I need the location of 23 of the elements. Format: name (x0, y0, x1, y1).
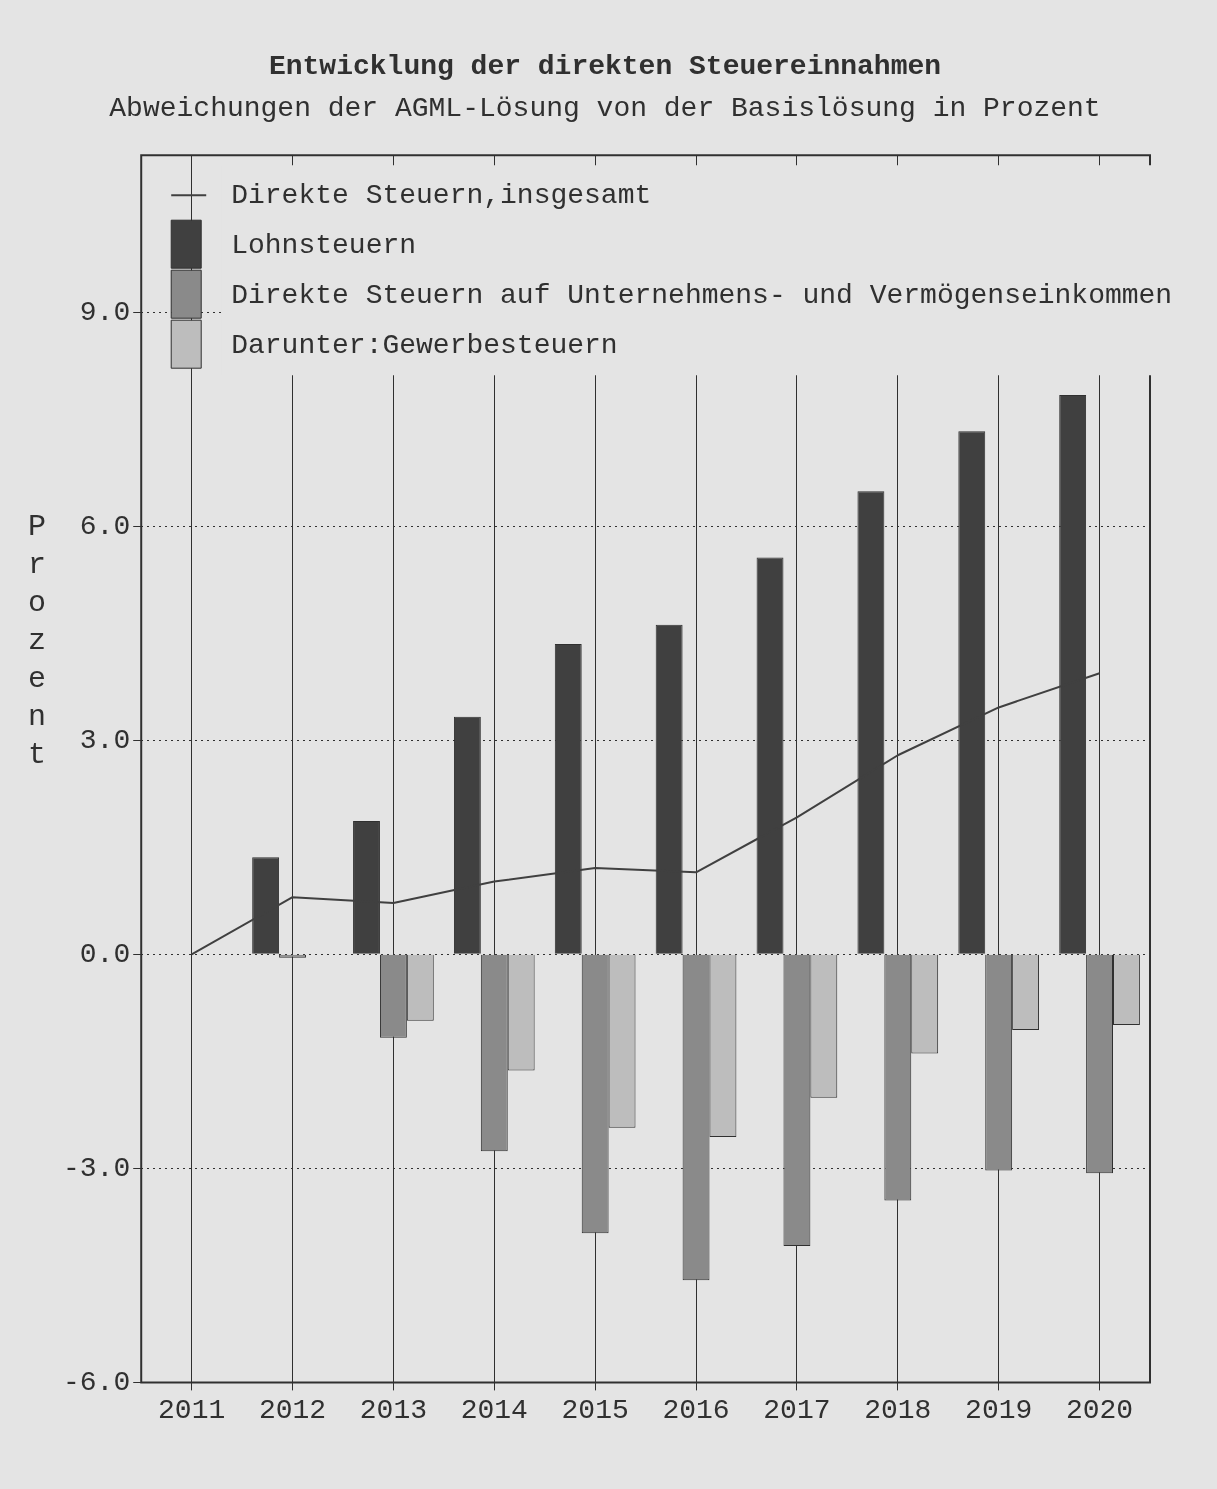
x-tick-label: 2019 (965, 1394, 1033, 1426)
chart-title: Entwicklung der direkten Steuereinnahmen (268, 50, 942, 82)
legend-label: Lohnsteuern (231, 229, 417, 261)
x-tick-label: 2016 (662, 1394, 730, 1426)
x-tick-label: 2017 (763, 1394, 831, 1426)
x-tick-label: 2013 (359, 1394, 428, 1426)
x-tick-label: 2012 (258, 1394, 327, 1426)
x-tick-label: 2018 (864, 1394, 932, 1426)
legend-label: Direkte Steuern auf Unternehmens- und Vermögenseinkommen (231, 279, 1173, 311)
x-tick-label: 2015 (561, 1394, 629, 1426)
y-tick-label: -3.0 (62, 1152, 131, 1184)
x-tick-label: 2014 (460, 1394, 528, 1426)
x-tick-label: 2020 (1065, 1394, 1134, 1426)
y-axis-title: Prozent (20, 510, 54, 776)
y-tick-label: 3.0 (79, 724, 131, 756)
y-tick-label: -6.0 (62, 1366, 131, 1398)
y-tick-label: 6.0 (79, 510, 131, 542)
legend-label: Direkte Steuern,insgesamt (231, 179, 652, 211)
chart-subtitle: Abweichungen der AGML-Lösung von der Basislösung in Prozent (109, 92, 1101, 124)
y-tick-label: 0.0 (79, 938, 131, 970)
y-tick-label: 9.0 (79, 296, 131, 328)
x-tick-label: 2011 (158, 1394, 226, 1426)
legend-label: Darunter:Gewerbesteuern (231, 329, 618, 361)
